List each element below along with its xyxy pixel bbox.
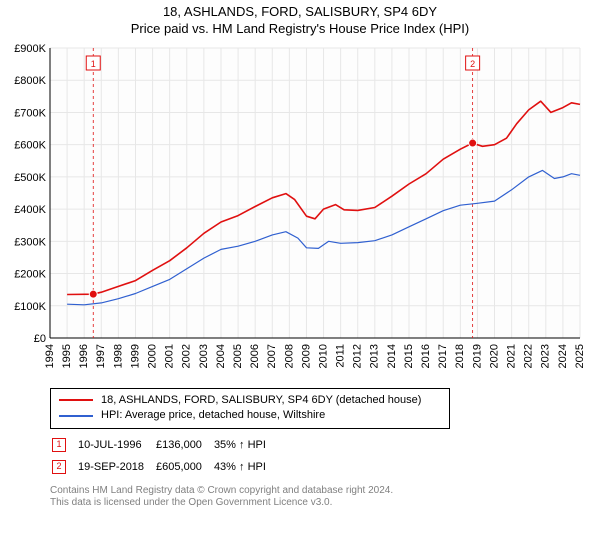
svg-text:2: 2 [470, 59, 475, 69]
legend-row-property: 18, ASHLANDS, FORD, SALISBURY, SP4 6DY (… [59, 393, 441, 408]
tx-price: £605,000 [156, 457, 212, 477]
svg-text:2024: 2024 [557, 344, 569, 368]
tx-date: 10-JUL-1996 [78, 435, 154, 455]
svg-text:£300K: £300K [14, 236, 46, 248]
legend-swatch-property [59, 399, 93, 401]
title-line-1: 18, ASHLANDS, FORD, SALISBURY, SP4 6DY [8, 4, 592, 21]
svg-text:2020: 2020 [488, 344, 500, 368]
svg-text:2005: 2005 [232, 344, 244, 368]
svg-text:2018: 2018 [454, 344, 466, 368]
legend-label-property: 18, ASHLANDS, FORD, SALISBURY, SP4 6DY (… [101, 393, 421, 408]
legend-row-hpi: HPI: Average price, detached house, Wilt… [59, 408, 441, 423]
price-chart: £0 £100K £200K £300K £400K £500K £600K £700K £80… [8, 42, 592, 382]
svg-text:£700K: £700K [14, 107, 46, 119]
tx-date: 19-SEP-2018 [78, 457, 154, 477]
svg-text:2009: 2009 [300, 344, 312, 368]
svg-text:1998: 1998 [112, 344, 124, 368]
svg-text:2006: 2006 [249, 344, 261, 368]
svg-text:2014: 2014 [386, 344, 398, 368]
svg-text:2001: 2001 [164, 344, 176, 368]
legend: 18, ASHLANDS, FORD, SALISBURY, SP4 6DY (… [50, 388, 450, 429]
marker-box-icon: 2 [52, 460, 66, 474]
svg-text:£900K: £900K [14, 43, 46, 55]
svg-text:2000: 2000 [146, 344, 158, 368]
tx-price: £136,000 [156, 435, 212, 455]
svg-text:2004: 2004 [215, 344, 227, 368]
marker-box-icon: 1 [52, 438, 66, 452]
svg-text:2023: 2023 [540, 344, 552, 368]
footer-note: Contains HM Land Registry data © Crown c… [50, 485, 570, 510]
svg-text:1999: 1999 [129, 344, 141, 368]
svg-text:£400K: £400K [14, 204, 46, 216]
svg-text:2003: 2003 [198, 344, 210, 368]
svg-text:1996: 1996 [78, 344, 90, 368]
svg-text:1997: 1997 [95, 344, 107, 368]
svg-text:£600K: £600K [14, 139, 46, 151]
legend-label-hpi: HPI: Average price, detached house, Wilt… [101, 408, 325, 423]
svg-text:2008: 2008 [283, 344, 295, 368]
tx-pct: 35% ↑ HPI [214, 435, 276, 455]
chart-svg: £0 £100K £200K £300K £400K £500K £600K £700K £80… [8, 42, 588, 382]
svg-text:2007: 2007 [266, 344, 278, 368]
transaction-row: 2 19-SEP-2018£605,00043% ↑ HPI [52, 457, 276, 477]
svg-text:1: 1 [91, 59, 96, 69]
svg-text:2013: 2013 [369, 344, 381, 368]
svg-text:£500K: £500K [14, 172, 46, 184]
svg-text:£800K: £800K [14, 75, 46, 87]
transactions-table: 1 10-JUL-1996£136,00035% ↑ HPI 2 19-SEP-201… [50, 433, 278, 479]
svg-text:1995: 1995 [61, 344, 73, 368]
svg-text:2019: 2019 [471, 344, 483, 368]
svg-text:2021: 2021 [506, 344, 518, 368]
svg-text:£200K: £200K [14, 268, 46, 280]
footer-line-2: This data is licensed under the Open Gov… [50, 497, 570, 510]
svg-text:1994: 1994 [44, 344, 56, 368]
svg-text:£100K: £100K [14, 301, 46, 313]
footer-line-1: Contains HM Land Registry data © Crown c… [50, 485, 570, 498]
title-line-2: Price paid vs. HM Land Registry's House … [8, 21, 592, 38]
svg-text:2016: 2016 [420, 344, 432, 368]
legend-swatch-hpi [59, 415, 93, 417]
svg-text:2002: 2002 [181, 344, 193, 368]
svg-text:2022: 2022 [523, 344, 535, 368]
svg-text:2011: 2011 [335, 344, 347, 368]
svg-text:2012: 2012 [352, 344, 364, 368]
svg-text:2010: 2010 [317, 344, 329, 368]
svg-text:2017: 2017 [437, 344, 449, 368]
svg-text:£0: £0 [34, 333, 46, 345]
transaction-row: 1 10-JUL-1996£136,00035% ↑ HPI [52, 435, 276, 455]
svg-text:2025: 2025 [574, 344, 586, 368]
tx-pct: 43% ↑ HPI [214, 457, 276, 477]
svg-text:2015: 2015 [403, 344, 415, 368]
